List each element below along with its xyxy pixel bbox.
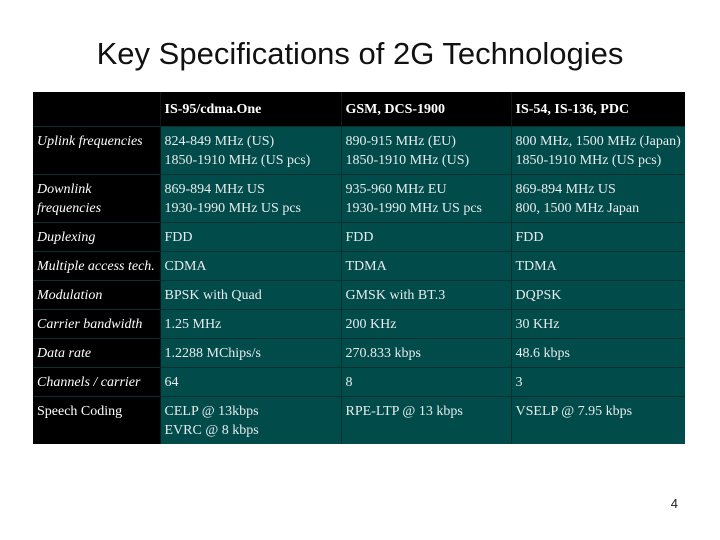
table-cell: 200 KHz — [341, 309, 512, 339]
row-label-multiple-access: Multiple access tech. — [33, 251, 161, 281]
table-cell: 1.25 MHz — [160, 309, 342, 339]
table-row: Duplexing FDD FDD FDD — [33, 222, 685, 252]
header-is95: IS-95/cdma.One — [160, 92, 342, 127]
table-cell: CELP @ 13kbps EVRC @ 8 kbps — [160, 396, 342, 444]
row-label-carrier-bandwidth: Carrier bandwidth — [33, 309, 161, 339]
table-row: Channels / carrier 64 8 3 — [33, 367, 685, 397]
table-row: Uplink frequencies 824-849 MHz (US) 1850-… — [33, 126, 685, 175]
table-cell: FDD — [341, 222, 512, 252]
table-row: Data rate 1.2288 MChips/s 270.833 kbps 4… — [33, 338, 685, 368]
table-cell: GMSK with BT.3 — [341, 280, 512, 310]
slide-title: Key Specifications of 2G Technologies — [96, 36, 624, 71]
table-cell: 48.6 kbps — [511, 338, 685, 368]
table-cell: 3 — [511, 367, 685, 397]
row-label-uplink: Uplink frequencies — [33, 126, 161, 175]
table-cell: 30 KHz — [511, 309, 685, 339]
table-cell: 270.833 kbps — [341, 338, 512, 368]
table-cell: DQPSK — [511, 280, 685, 310]
row-label-speech-coding: Speech Coding — [33, 396, 161, 444]
table-cell: BPSK with Quad — [160, 280, 342, 310]
table-cell: 890-915 MHz (EU) 1850-1910 MHz (US) — [341, 126, 512, 175]
row-label-duplexing: Duplexing — [33, 222, 161, 252]
table-cell: 935-960 MHz EU 1930-1990 MHz US pcs — [341, 174, 512, 223]
specifications-table: IS-95/cdma.One GSM, DCS-1900 IS-54, IS-1… — [33, 92, 685, 444]
table-cell: TDMA — [511, 251, 685, 281]
table-cell: 1.2288 MChips/s — [160, 338, 342, 368]
table-cell: FDD — [511, 222, 685, 252]
header-corner — [33, 92, 161, 127]
table-cell: VSELP @ 7.95 kbps — [511, 396, 685, 444]
table-cell: 869-894 MHz US 1930-1990 MHz US pcs — [160, 174, 342, 223]
header-is54: IS-54, IS-136, PDC — [511, 92, 685, 127]
table-row: Downlink frequencies 869-894 MHz US 1930-… — [33, 174, 685, 223]
table-cell: FDD — [160, 222, 342, 252]
table-row: Modulation BPSK with Quad GMSK with BT.3… — [33, 280, 685, 310]
table-cell: 869-894 MHz US 800, 1500 MHz Japan — [511, 174, 685, 223]
table-cell: RPE-LTP @ 13 kbps — [341, 396, 512, 444]
table-cell: 800 MHz, 1500 MHz (Japan) 1850-1910 MHz (… — [511, 126, 685, 175]
table-cell: 824-849 MHz (US) 1850-1910 MHz (US pcs) — [160, 126, 342, 175]
header-gsm: GSM, DCS-1900 — [341, 92, 512, 127]
table-cell: TDMA — [341, 251, 512, 281]
table-row: Multiple access tech. CDMA TDMA TDMA — [33, 251, 685, 281]
table-cell: 64 — [160, 367, 342, 397]
table-header-row: IS-95/cdma.One GSM, DCS-1900 IS-54, IS-1… — [33, 92, 685, 127]
row-label-modulation: Modulation — [33, 280, 161, 310]
table-cell: CDMA — [160, 251, 342, 281]
page-number: 4 — [670, 496, 678, 511]
table-cell: 8 — [341, 367, 512, 397]
table-row: Speech Coding CELP @ 13kbps EVRC @ 8 kbps… — [33, 396, 685, 444]
row-label-downlink: Downlink frequencies — [33, 174, 161, 223]
row-label-channels: Channels / carrier — [33, 367, 161, 397]
row-label-data-rate: Data rate — [33, 338, 161, 368]
table-row: Carrier bandwidth 1.25 MHz 200 KHz 30 KH… — [33, 309, 685, 339]
